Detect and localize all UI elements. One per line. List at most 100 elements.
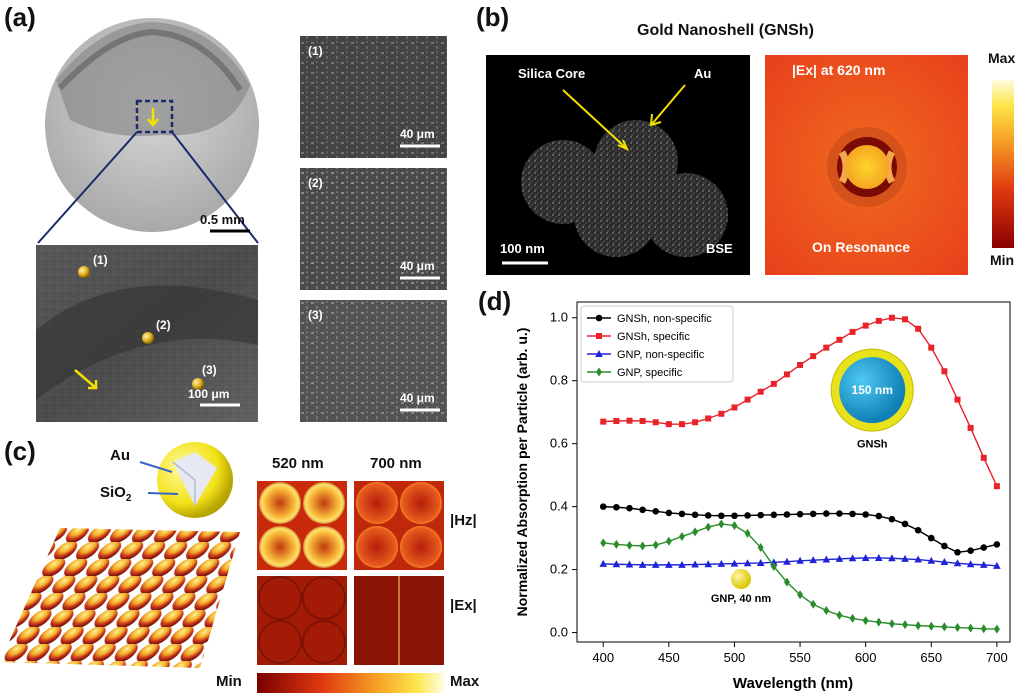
- series-0-point: [744, 512, 751, 519]
- annotation-gnsh: GNSh: [857, 439, 888, 451]
- zoom-line-left: [37, 131, 138, 244]
- au-shell-label: Au: [694, 66, 712, 81]
- series-1-point: [902, 316, 909, 323]
- series-2-point: [625, 560, 634, 568]
- series-0-point: [613, 503, 620, 511]
- legend-marker: [596, 367, 602, 377]
- series-0-point: [691, 511, 699, 519]
- legend-box: [580, 305, 734, 383]
- series-2-point: [822, 555, 831, 563]
- series-2-point: [835, 554, 844, 562]
- nanoshell-particle: [574, 173, 658, 257]
- series-1-point: [692, 419, 699, 426]
- sio2-label: SiO2: [100, 484, 132, 504]
- panel-b-title: Gold Nanoshell (GNSh): [637, 22, 814, 39]
- legend-marker: [595, 350, 603, 357]
- series-0-point: [626, 504, 633, 512]
- legend-marker: [595, 314, 603, 322]
- series-0-point: [770, 511, 778, 519]
- colorbar-b-max: Max: [988, 50, 1016, 66]
- series-3-point: [665, 536, 672, 546]
- series-0-point: [783, 511, 791, 518]
- zoom-box: [135, 99, 174, 134]
- series-1-point: [718, 410, 725, 417]
- series-3-point: [626, 540, 633, 550]
- series-2-point: [979, 560, 988, 568]
- series-3-point: [849, 613, 856, 623]
- colorbar-c: [257, 673, 444, 693]
- zoom-point-label-3: (3): [202, 363, 217, 377]
- series-1-point: [915, 325, 922, 332]
- tile-3-label: (3): [308, 308, 323, 322]
- ex-520-map: [257, 576, 347, 665]
- legend-marker: [596, 333, 602, 339]
- sio2-pointer: [147, 492, 179, 495]
- series-3-point: [823, 606, 830, 616]
- y-tick-label: 0.0: [550, 625, 568, 640]
- series-3-point: [941, 622, 948, 632]
- x-tick-label: 450: [658, 650, 680, 665]
- series-0-point: [849, 510, 856, 518]
- series-2-point: [717, 559, 726, 567]
- series-3-point: [836, 610, 843, 620]
- series-3-point: [928, 621, 935, 631]
- panel-label-a: (a): [4, 2, 36, 32]
- legend-label-3: GNP, specific: [617, 367, 683, 379]
- series-0-point: [980, 544, 988, 551]
- zoom-line-right: [171, 131, 259, 244]
- series-3-point: [692, 527, 699, 537]
- series-0-point: [599, 503, 607, 510]
- legend-label-1: GNSh, specific: [617, 331, 690, 343]
- bse-scale-label: 100 nm: [500, 241, 545, 256]
- silica-core-label: Silica Core: [518, 66, 586, 81]
- series-1-point: [941, 368, 948, 375]
- series-2-point: [848, 554, 857, 562]
- y-tick-label: 0.6: [550, 436, 568, 451]
- series-2-point: [927, 556, 936, 564]
- x-tick-label: 600: [855, 650, 877, 665]
- y-tick-label: 1.0: [550, 310, 568, 325]
- x-tick-label: 400: [592, 650, 614, 665]
- panel-label-d: (d): [478, 286, 512, 316]
- series-2-point: [651, 560, 660, 568]
- series-2-point: [638, 560, 647, 568]
- series-0-point: [836, 510, 843, 517]
- series-0-point: [639, 506, 646, 514]
- series-3-point: [810, 599, 817, 609]
- series-2-point: [691, 560, 699, 568]
- tile-2-scale: 40 μm: [400, 259, 435, 273]
- series-2-point: [665, 560, 673, 568]
- series-1-point: [652, 419, 659, 426]
- zoom-point-label-1: (1): [93, 253, 108, 267]
- series-1-point: [993, 483, 1000, 490]
- series-1-point: [705, 415, 712, 422]
- colorbar-b: [992, 80, 1014, 248]
- series-2-point: [743, 559, 752, 567]
- series-0-point: [665, 509, 673, 517]
- series-1-point: [731, 404, 738, 411]
- x-tick-label: 500: [724, 650, 746, 665]
- series-2-point: [783, 557, 791, 565]
- series-0-point: [731, 512, 738, 520]
- series-1-point: [665, 421, 672, 428]
- series-3-point: [783, 577, 790, 587]
- panel-b-graphics: [486, 55, 1014, 275]
- series-2-point: [993, 561, 1001, 569]
- sem-tile-1: [300, 36, 447, 158]
- arrow-icon: [147, 108, 159, 127]
- tile-3-scale: 40 μm: [400, 391, 435, 405]
- ex-700-map: [354, 576, 444, 665]
- series-3-point: [718, 519, 725, 529]
- series-1-point: [678, 421, 685, 428]
- series-0-point: [809, 510, 817, 518]
- arrow-icon: [74, 369, 98, 390]
- y-tick-label: 0.8: [550, 373, 568, 388]
- series-1-point: [849, 328, 856, 335]
- field-map-title: |Ex| at 620 nm: [792, 62, 886, 78]
- series-3-point: [678, 532, 685, 542]
- series-3-point: [797, 590, 804, 600]
- series-3-point: [639, 541, 646, 551]
- series-0-point: [993, 541, 1001, 548]
- series-1-point: [797, 361, 804, 368]
- series-0-point: [652, 508, 660, 515]
